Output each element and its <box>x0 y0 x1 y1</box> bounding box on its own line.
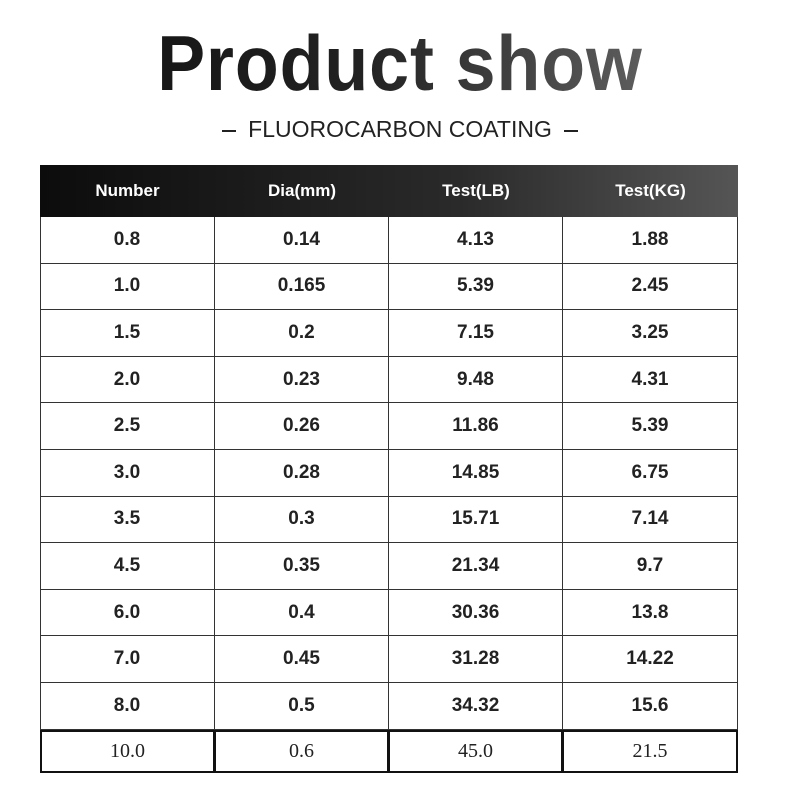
table-cell: 34.32 <box>389 683 563 730</box>
table-cell: 6.0 <box>40 589 215 637</box>
table-cell: 15.6 <box>563 683 738 730</box>
table-cell: 0.23 <box>215 356 389 404</box>
table-cell: 21.34 <box>389 543 563 590</box>
table-left-border <box>40 217 41 730</box>
table-cell: 14.22 <box>563 636 738 683</box>
table-cell: 0.28 <box>215 450 389 497</box>
table-cell: 13.8 <box>563 589 738 637</box>
table-cell: 4.13 <box>389 217 563 264</box>
table-cell: 0.45 <box>215 636 389 683</box>
table-cell: 1.88 <box>563 217 738 264</box>
table-cell: 30.36 <box>389 589 563 637</box>
table-cell: 3.0 <box>40 450 215 497</box>
table-cell: 0.8 <box>40 217 215 264</box>
table-cell: 2.45 <box>563 263 738 311</box>
table-cell: 10.0 <box>40 730 215 773</box>
table-cell: 9.48 <box>389 356 563 404</box>
table-cell: 6.75 <box>563 450 738 497</box>
table-cell: 7.15 <box>389 310 563 357</box>
table-cell: 0.14 <box>215 217 389 264</box>
column-header: Test(LB) <box>442 181 510 200</box>
column-header: Dia(mm) <box>267 181 336 200</box>
table-cell: 0.5 <box>215 683 389 730</box>
table-cell: 4.31 <box>563 356 738 404</box>
column-header: Number <box>95 181 160 200</box>
table-cell: 0.165 <box>215 263 389 311</box>
table-cell: 2.0 <box>40 356 215 404</box>
table-cell: 0.4 <box>215 589 389 637</box>
spec-table: Number Dia(mm) Test(LB) Test(KG) 0.8 0.14 4.13… <box>40 165 738 773</box>
table-cell: 7.0 <box>40 636 215 683</box>
table-cell: 3.25 <box>563 310 738 357</box>
table-cell: 0.3 <box>215 496 389 544</box>
subtitle-row: FLUOROCARBON COATING <box>0 116 800 143</box>
table-cell: 0.2 <box>215 310 389 357</box>
table-cell: 1.5 <box>40 310 215 357</box>
table-cell: 0.6 <box>214 730 389 773</box>
header-bar <box>40 165 738 217</box>
title: Product show <box>32 18 768 109</box>
table-cell: 0.35 <box>215 543 389 590</box>
table-cell: 3.5 <box>40 496 215 544</box>
table-cell: 45.0 <box>388 730 563 773</box>
table-cell: 4.5 <box>40 543 215 590</box>
table-cell: 2.5 <box>40 403 215 450</box>
column-header: Test(KG) <box>615 181 686 200</box>
table-cell: 0.26 <box>215 403 389 450</box>
subtitle: FLUOROCARBON COATING <box>248 116 552 142</box>
dash <box>222 130 237 132</box>
table-cell: 21.5 <box>562 730 738 773</box>
table-cell: 5.39 <box>563 403 738 450</box>
table-cell: 1.0 <box>40 263 215 311</box>
dash <box>563 130 578 132</box>
table-cell: 8.0 <box>40 683 215 730</box>
table-cell: 15.71 <box>389 496 563 544</box>
table-cell: 14.85 <box>389 450 563 497</box>
table-cell: 11.86 <box>389 403 563 450</box>
table-cell: 5.39 <box>389 263 563 311</box>
table-cell: 31.28 <box>389 636 563 683</box>
table-cell: 9.7 <box>563 543 738 590</box>
table-cell: 7.14 <box>563 496 738 544</box>
